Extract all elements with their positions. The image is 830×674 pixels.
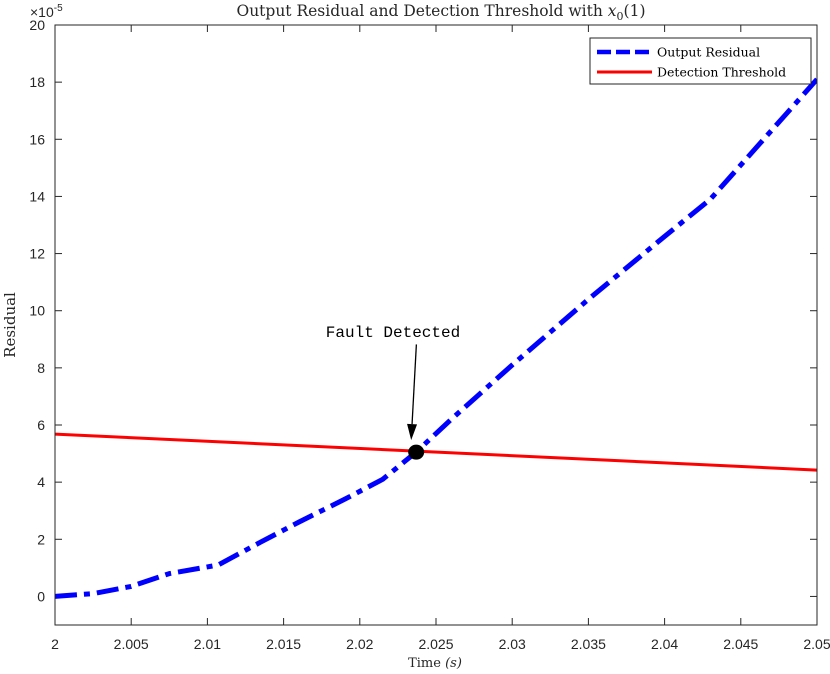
legend-box: [589, 37, 812, 85]
x-tick-label: 2: [51, 636, 59, 652]
y-tick-label: 4: [37, 474, 45, 490]
y-tick-label: 18: [29, 74, 45, 90]
legend: Output Residual Detection Threshold: [589, 37, 812, 85]
y-axis-label: Residual: [1, 292, 19, 358]
x-axis-label: Time (s): [408, 656, 462, 671]
x-tick-label: 2.04: [651, 636, 678, 652]
fault-annotation: Fault Detected: [326, 324, 460, 460]
plot-area-frame: [54, 24, 818, 626]
series-layer: [55, 77, 817, 599]
y-axis-exponent: ×10-5: [30, 3, 63, 20]
annotation-arrow: [411, 344, 418, 425]
y-tick-label: 12: [29, 246, 45, 262]
y-tick-label: 2: [37, 531, 45, 547]
y-tick-label: 6: [37, 417, 45, 433]
x-tick-label: 2.03: [499, 636, 526, 652]
y-tick-label: 16: [29, 131, 45, 147]
x-tick-label: 2.015: [266, 636, 301, 652]
axis-tick-labels: 2 2.005 2.01 2.015 2.02 2.025 2.03 2.035 2.04 2.0…: [29, 17, 830, 652]
y-tick-label: 8: [37, 360, 45, 376]
y-tick-label: 0: [37, 588, 45, 604]
legend-label-output-residual: Output Residual: [657, 45, 760, 60]
chart-title: Output Residual and Detection Threshold …: [236, 2, 645, 23]
fault-detection-point: [408, 444, 425, 460]
annotation-arrow-head: [407, 423, 418, 441]
y-tick-label: 20: [29, 17, 45, 33]
x-tick-label: 2.005: [114, 636, 149, 652]
x-tick-label: 2.025: [418, 636, 453, 652]
y-tick-label: 14: [29, 188, 45, 204]
series-line-detection-threshold: [55, 432, 817, 472]
annotation-text: Fault Detected: [326, 324, 460, 342]
y-tick-label: 10: [29, 303, 45, 319]
x-tick-label: 2.02: [346, 636, 373, 652]
legend-label-detection-threshold: Detection Threshold: [657, 65, 786, 80]
x-tick-label: 2.035: [571, 636, 606, 652]
x-tick-label: 2.01: [194, 636, 221, 652]
x-tick-label: 2.045: [723, 636, 758, 652]
x-tick-label: 2.05: [803, 636, 830, 652]
